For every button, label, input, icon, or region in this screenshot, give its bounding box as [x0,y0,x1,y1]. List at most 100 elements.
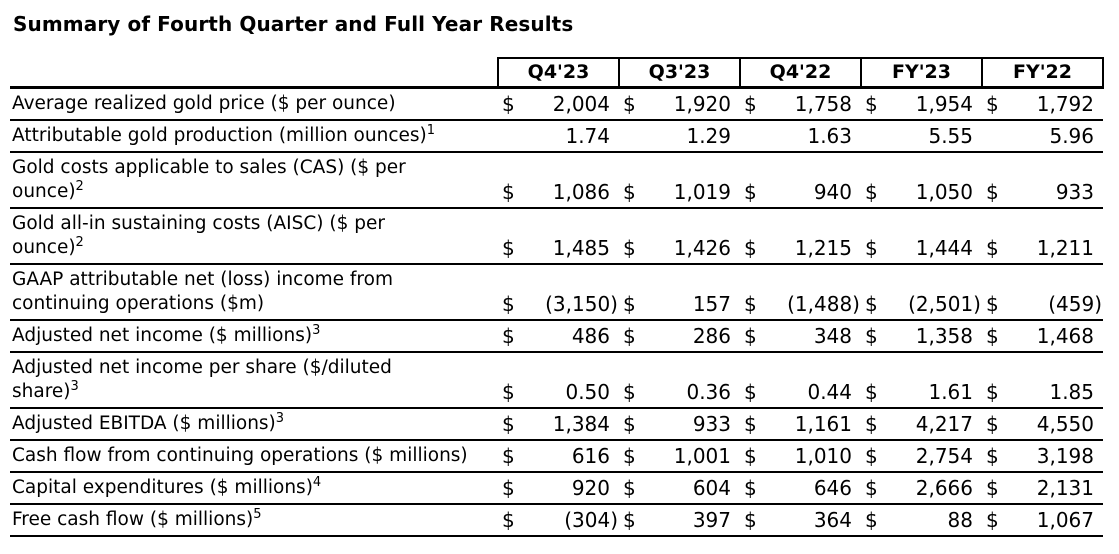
value-cell: $1,358 [861,320,982,352]
value-cell: $88 [861,504,982,536]
row-label: Capital expenditures ($ millions)4 [10,472,498,504]
table-row: GAAP attributable net (loss) income from… [10,264,1103,320]
value-text: 157 [692,292,731,316]
row-label: Cash flow from continuing operations ($ … [10,440,498,472]
header-corner-cell [10,58,498,88]
value-cell: $1,019 [619,152,740,208]
currency-symbol: $ [623,292,636,316]
value-text: 1,792 [1036,92,1094,116]
value-cell: $1.85 [982,352,1103,408]
value-text: 1,384 [552,412,610,436]
value-text: 646 [813,476,852,500]
row-label-line: GAAP attributable net (loss) income from [12,269,393,290]
currency-symbol: $ [865,508,878,532]
value-text: 1,758 [794,92,852,116]
footnote-ref: 4 [312,474,322,490]
row-label: Adjusted net income ($ millions)3 [10,320,498,352]
value-text: 1.74 [565,124,610,148]
value-text: 1,086 [552,180,610,204]
value-text: 1,161 [794,412,852,436]
value-cell: $1,758 [740,88,861,121]
row-label-line: Free cash flow ($ millions)5 [12,506,262,530]
value-cell: 5.96 [982,120,1103,152]
value-cell: $0.44 [740,352,861,408]
value-text: 1.85 [1049,380,1094,404]
value-cell: $604 [619,472,740,504]
value-cell: $2,131 [982,472,1103,504]
value-cell: $1,086 [498,152,619,208]
table-header-row: Q4'23 Q3'23 Q4'22 FY'23 FY'22 [10,57,1104,88]
table-row: Free cash flow ($ millions)5 $ (304) $397 $3… [10,504,1103,536]
currency-symbol: $ [865,444,878,468]
value-text: 88 [947,508,973,532]
row-label-line: Cash flow from continuing operations ($ … [12,445,468,466]
value-cell: $1,468 [982,320,1103,352]
value-cell: 5.55 [861,120,982,152]
row-label: Gold all-in sustaining costs (AISC) ($ p… [10,208,498,264]
value-text: 1,920 [673,92,731,116]
currency-symbol: $ [744,476,757,500]
value-cell: $ (1,488) [740,264,861,320]
table-row: Gold all-in sustaining costs (AISC) ($ p… [10,208,1103,264]
footnote-ref: 3 [70,378,79,394]
value-text: (3,150) [545,292,618,316]
value-text: 1,444 [915,236,973,260]
table-header: Q4'23 Q3'23 Q4'22 FY'23 FY'22 [10,57,1104,88]
currency-symbol: $ [502,324,515,348]
value-cell: $0.36 [619,352,740,408]
currency-symbol: $ [502,444,515,468]
document-page: Summary of Fourth Quarter and Full Year … [10,12,1104,536]
value-cell: 1.63 [740,120,861,152]
value-cell: $933 [619,408,740,440]
value-cell: $940 [740,152,861,208]
currency-symbol: $ [502,476,515,500]
currency-symbol: $ [502,380,515,404]
footnote-ref: 3 [275,410,285,426]
currency-symbol: $ [986,92,999,116]
currency-symbol: $ [744,324,757,348]
value-text: 2,004 [552,92,610,116]
row-label: Gold costs applicable to sales (CAS) ($ … [10,152,498,208]
currency-symbol: $ [623,180,636,204]
table-row: Adjusted net income per share ($/diluted… [10,352,1103,408]
currency-symbol: $ [865,476,878,500]
value-cell: $486 [498,320,619,352]
row-label-line: ounce)2 [12,178,84,202]
currency-symbol: $ [502,508,515,532]
value-text: (2,501) [908,292,981,316]
value-cell: $0.50 [498,352,619,408]
currency-symbol: $ [744,380,757,404]
value-text: 0.36 [686,380,731,404]
currency-symbol: $ [865,324,878,348]
value-cell: $1,954 [861,88,982,121]
footnote-ref: 2 [75,234,84,250]
row-label: Free cash flow ($ millions)5 [10,504,498,536]
row-label: Adjusted net income per share ($/diluted… [10,352,498,408]
currency-symbol: $ [744,508,757,532]
footnote-ref: 1 [426,122,436,138]
table-row: Capital expenditures ($ millions)4 $920 $6… [10,472,1103,504]
row-label-line: Average realized gold price ($ per ounce… [12,93,396,114]
value-cell: $1,920 [619,88,740,121]
value-text: 2,754 [915,444,973,468]
table-body: Average realized gold price ($ per ounce… [10,88,1103,536]
value-text: (1,488) [787,292,860,316]
value-cell: $1,211 [982,208,1103,264]
currency-symbol: $ [744,292,757,316]
row-label-line: Attributable gold production (million ou… [12,122,436,146]
value-cell: $1,215 [740,208,861,264]
currency-symbol: $ [623,412,636,436]
value-text: 933 [692,412,731,436]
value-text: 2,666 [915,476,973,500]
currency-symbol: $ [502,236,515,260]
column-header-q423: Q4'23 [497,57,620,88]
row-label-line: Gold costs applicable to sales (CAS) ($ … [12,157,406,178]
value-cell: $616 [498,440,619,472]
value-text: 1,050 [915,180,973,204]
value-text: 486 [571,324,610,348]
value-text: 1,001 [673,444,731,468]
currency-symbol: $ [865,292,878,316]
row-label-line: Capital expenditures ($ millions)4 [12,474,322,498]
value-cell: $933 [982,152,1103,208]
value-cell: $1,444 [861,208,982,264]
